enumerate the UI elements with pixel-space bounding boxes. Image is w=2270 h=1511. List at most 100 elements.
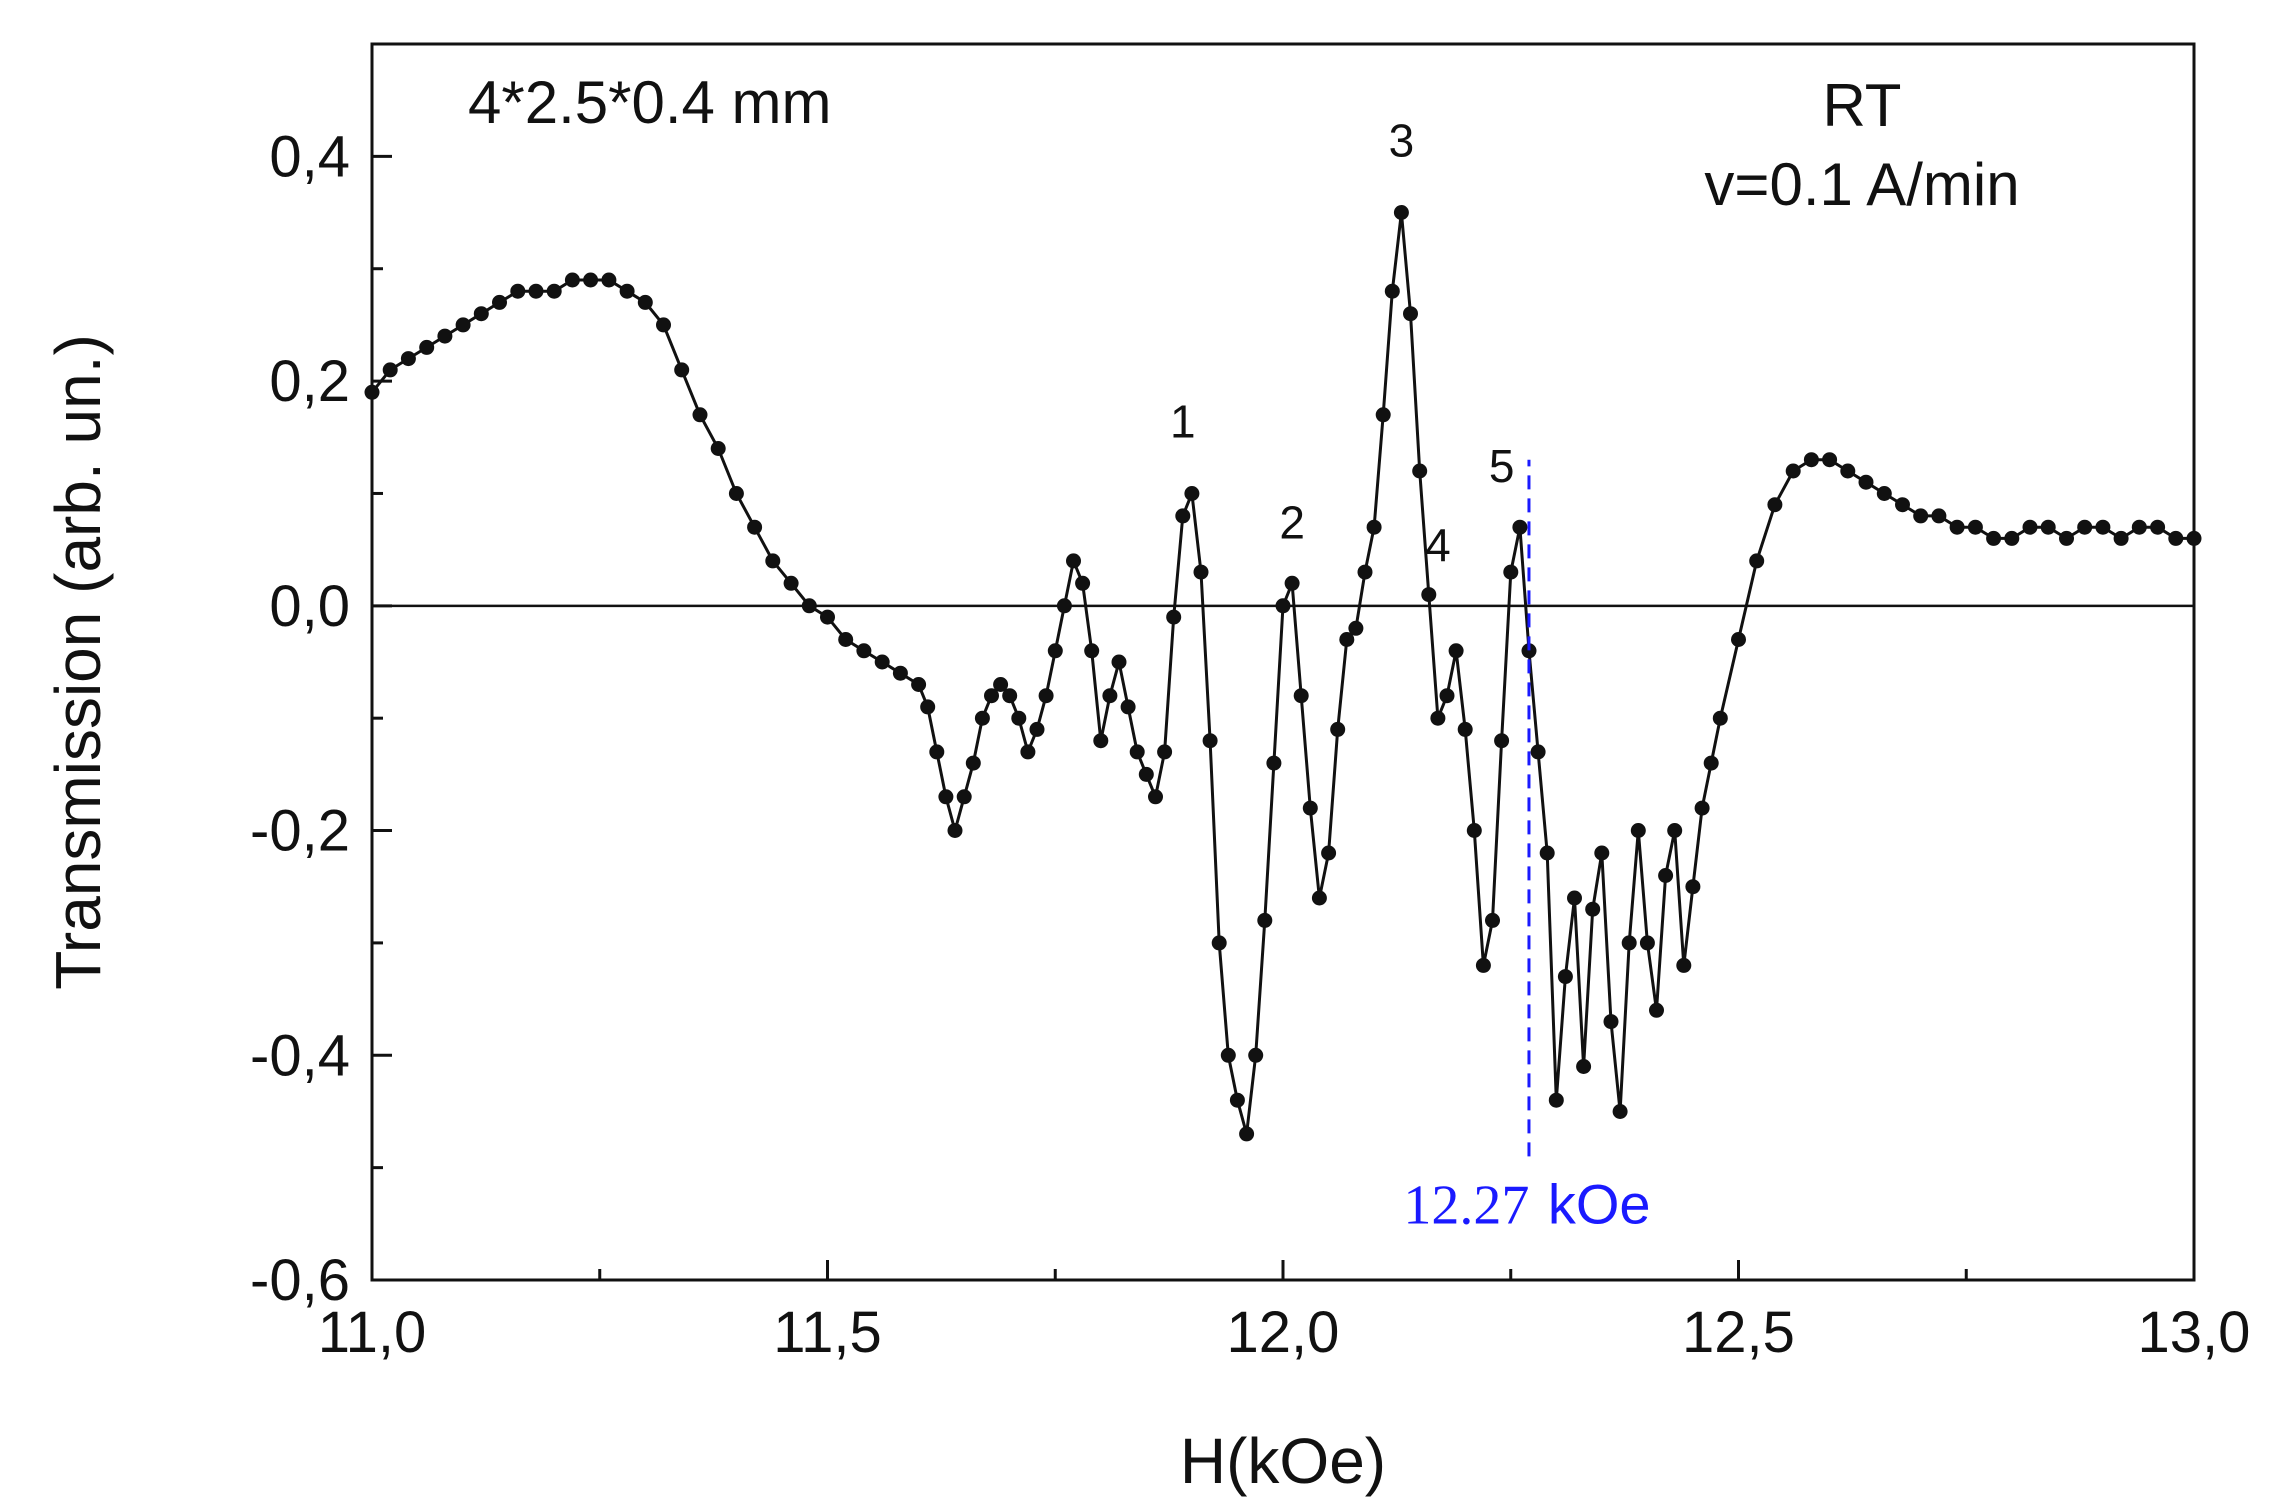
data-point [1011,710,1027,726]
data-point [1138,766,1154,782]
data-point [1111,654,1127,670]
data-point [455,317,471,333]
data-point [1084,643,1100,659]
data-point [1639,935,1655,951]
data-point [1858,474,1874,490]
data-point [1967,519,1983,535]
data-point [546,283,562,299]
data-point [1393,205,1409,220]
data-point [1412,463,1428,479]
data-point [1767,497,1783,513]
data-point [984,688,999,704]
data-point [1120,699,1136,715]
data-point [1293,688,1309,704]
data-point [1567,890,1582,906]
y-tick-label: -0,6 [250,1248,350,1313]
data-point [965,755,981,771]
data-point [1348,620,1364,636]
data-point [1503,564,1519,580]
data-point [2022,519,2038,535]
data-point [1357,564,1373,580]
data-point [1029,721,1045,737]
x-tick-label: 11,5 [773,1300,882,1365]
data-point [2150,519,2166,535]
data-point [1375,407,1391,423]
peak-label: 4 [1425,519,1451,571]
data-point [419,339,435,355]
data-point [1621,935,1637,951]
data-point [1056,598,1072,614]
data-point [2004,530,2020,546]
data-point [1485,912,1500,928]
data-point [364,384,380,400]
data-point [1284,575,1300,591]
data-point [1803,452,1819,468]
data-point [1002,688,1018,704]
data-point [1266,755,1282,771]
data-point [1494,733,1510,749]
data-point [1075,575,1091,591]
x-tick-label: 11,0 [318,1300,427,1365]
data-point [601,272,617,288]
data-point [1384,283,1400,299]
data-point [473,306,489,322]
data-point [838,632,854,647]
data-point [801,598,817,614]
data-point [1066,553,1081,569]
data-point [400,351,416,367]
data-point [1667,823,1683,838]
data-point [637,294,653,310]
data-point [2186,530,2202,546]
data-point [1530,744,1546,760]
data-point [2059,530,2074,546]
data-point [938,789,954,805]
data-point [2077,519,2093,535]
data-point [1093,733,1109,749]
data-point [674,362,690,378]
data-point [1148,789,1163,805]
data-point [747,519,763,535]
data-point [619,283,635,299]
data-point [1712,710,1728,726]
data-point [1840,463,1856,479]
data-point [783,575,799,591]
data-point [1931,508,1947,524]
peak-labels: 1 2 3 45 [1170,114,1514,571]
data-point [1239,1126,1255,1142]
data-point [692,407,708,423]
data-point [1630,823,1646,838]
marker-label: 12.27 kOe [1403,1172,1650,1236]
x-axis-ticks: 11,0 11,5 12,0 12,5 13,0 [318,1260,2251,1365]
data-point [564,272,580,288]
data-point [2113,530,2129,546]
data-point [1366,519,1382,535]
data-point [656,317,671,333]
series-line [370,212,2194,1135]
data-point [1321,845,1337,861]
data-point [1576,1059,1592,1074]
condition-annotation-rt: RT [1823,72,1902,139]
data-point [956,789,972,805]
data-point [1403,306,1418,322]
data-point [1694,800,1710,816]
data-point [382,362,398,378]
data-point [856,643,872,659]
data-point [1020,744,1036,760]
y-tick-label: -0,4 [250,1023,350,1088]
data-point [1731,632,1746,647]
data-point [947,823,963,838]
data-series [364,205,2202,1142]
x-tick-label: 13,0 [2138,1300,2251,1365]
data-point [1248,1047,1264,1063]
marker-label-number: 12.27 [1403,1174,1529,1236]
y-tick-label: 0,4 [269,124,350,189]
data-point [820,609,835,625]
data-point [1548,1092,1564,1108]
data-point [929,744,945,760]
data-point [583,272,599,288]
data-point [728,486,744,501]
data-point [1557,969,1573,985]
data-point [1330,721,1346,737]
data-point [2168,530,2184,546]
